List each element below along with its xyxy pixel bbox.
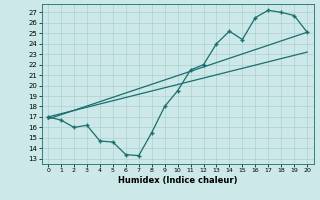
X-axis label: Humidex (Indice chaleur): Humidex (Indice chaleur)	[118, 176, 237, 185]
